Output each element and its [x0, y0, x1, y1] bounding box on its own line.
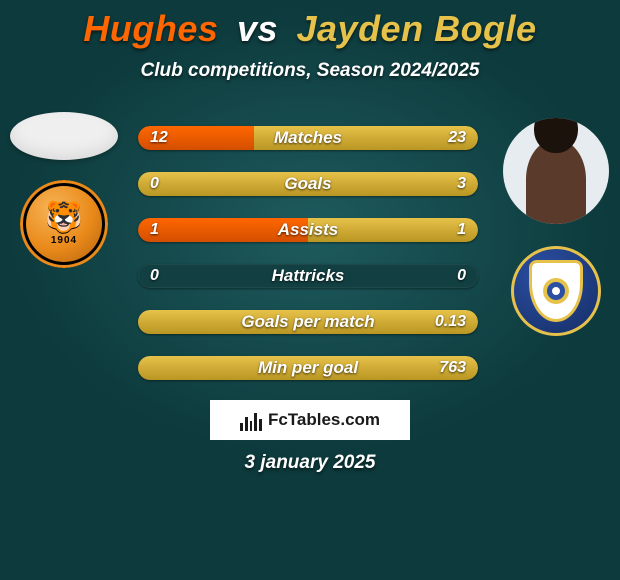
bar-label: Matches	[138, 126, 478, 150]
bar-label: Assists	[138, 218, 478, 242]
avatar-silhouette	[526, 139, 586, 224]
title-vs: vs	[237, 8, 278, 49]
left-player-column: 🐯 1904	[8, 112, 120, 268]
player1-club-badge: 🐯 1904	[20, 180, 108, 268]
badge-shield	[529, 260, 583, 322]
badge-year: 1904	[51, 235, 77, 246]
right-player-column	[500, 118, 612, 336]
player2-avatar	[503, 118, 609, 224]
bar-value-right: 763	[439, 356, 466, 380]
bar-label: Min per goal	[138, 356, 478, 380]
date: 3 january 2025	[0, 452, 620, 474]
bar-value-right: 23	[448, 126, 466, 150]
attribution: FcTables.com	[210, 400, 410, 440]
stat-bar: 12Matches23	[138, 126, 478, 150]
stat-bar: Min per goal763	[138, 356, 478, 380]
page-title: Hughes vs Jayden Bogle	[0, 0, 620, 50]
title-player1: Hughes	[83, 8, 218, 49]
rose-icon	[543, 278, 569, 304]
attribution-text: FcTables.com	[268, 410, 380, 430]
fctables-logo-icon	[240, 409, 262, 431]
badge-face: 🐯 1904	[26, 186, 102, 262]
subtitle: Club competitions, Season 2024/2025	[0, 60, 620, 82]
stat-bar: 0Goals3	[138, 172, 478, 196]
stat-bar: 1Assists1	[138, 218, 478, 242]
tiger-icon: 🐯	[45, 203, 82, 233]
bar-value-right: 0.13	[435, 310, 466, 334]
bar-value-right: 3	[457, 172, 466, 196]
player1-avatar	[10, 112, 118, 160]
stat-bar: 0Hattricks0	[138, 264, 478, 288]
title-player2: Jayden Bogle	[297, 8, 537, 49]
stat-bar: Goals per match0.13	[138, 310, 478, 334]
comparison-canvas: Hughes vs Jayden Bogle Club competitions…	[0, 0, 620, 580]
bar-label: Hattricks	[138, 264, 478, 288]
player2-club-badge	[511, 246, 601, 336]
bar-label: Goals	[138, 172, 478, 196]
stat-bars: 12Matches230Goals31Assists10Hattricks0Go…	[138, 126, 478, 380]
bar-value-right: 0	[457, 264, 466, 288]
bar-value-right: 1	[457, 218, 466, 242]
bar-label: Goals per match	[138, 310, 478, 334]
